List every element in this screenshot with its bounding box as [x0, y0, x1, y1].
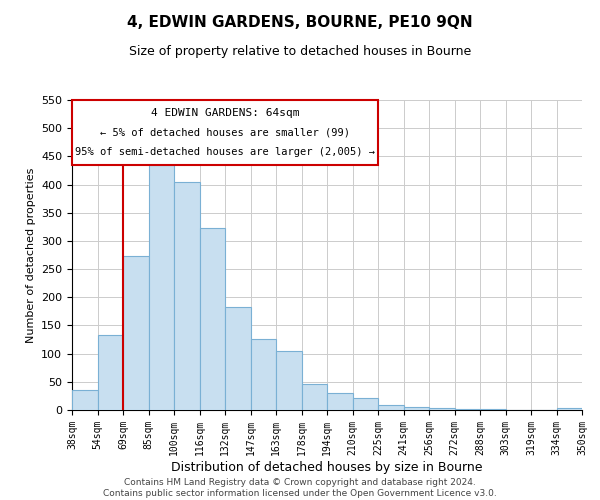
Bar: [149, 165, 174, 410]
Bar: [251, 339, 276, 410]
Bar: [72, 390, 97, 410]
Text: 95% of semi-detached houses are larger (2,005) →: 95% of semi-detached houses are larger (…: [75, 147, 375, 157]
Bar: [353, 398, 378, 410]
FancyBboxPatch shape: [72, 100, 378, 165]
Y-axis label: Number of detached properties: Number of detached properties: [26, 168, 35, 342]
Bar: [123, 256, 149, 410]
Bar: [276, 352, 302, 410]
Bar: [225, 307, 251, 410]
Text: 4, EDWIN GARDENS, BOURNE, PE10 9QN: 4, EDWIN GARDENS, BOURNE, PE10 9QN: [127, 15, 473, 30]
Text: Contains HM Land Registry data © Crown copyright and database right 2024.
Contai: Contains HM Land Registry data © Crown c…: [103, 478, 497, 498]
Bar: [199, 228, 225, 410]
Text: 4 EDWIN GARDENS: 64sqm: 4 EDWIN GARDENS: 64sqm: [151, 108, 299, 118]
X-axis label: Distribution of detached houses by size in Bourne: Distribution of detached houses by size …: [171, 460, 483, 473]
Bar: [404, 407, 429, 410]
Text: ← 5% of detached houses are smaller (99): ← 5% of detached houses are smaller (99): [100, 128, 350, 138]
Bar: [302, 384, 327, 410]
Bar: [327, 393, 353, 410]
Bar: [174, 182, 199, 410]
Bar: [378, 406, 404, 410]
Bar: [97, 335, 123, 410]
Bar: [557, 408, 582, 410]
Text: Size of property relative to detached houses in Bourne: Size of property relative to detached ho…: [129, 45, 471, 58]
Bar: [429, 408, 455, 410]
